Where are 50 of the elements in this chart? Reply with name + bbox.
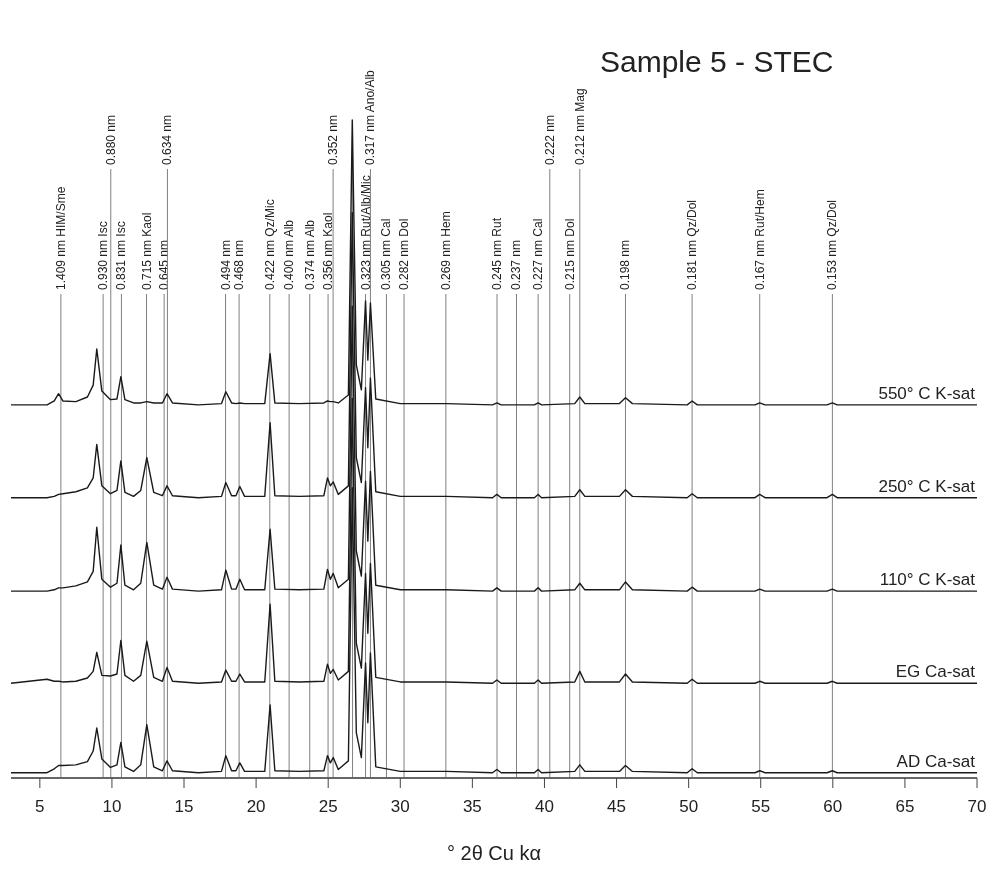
ref-line-label: 0.317 nm Ano/Alb xyxy=(363,69,378,165)
x-tick-label: 70 xyxy=(967,797,987,816)
x-tick-label: 65 xyxy=(895,797,915,816)
ref-line-label: 0.468 nm xyxy=(232,239,247,290)
ref-line-label: 0.153 nm Qz/Dol xyxy=(825,199,840,290)
ref-line-label: 0.282 nm Dol xyxy=(397,218,412,290)
ref-line-label: 0.880 nm xyxy=(103,114,118,165)
ref-line-label: 0.305 nm Cal xyxy=(379,218,394,290)
x-tick-label: 5 xyxy=(35,797,45,816)
ref-line-label: 0.222 nm xyxy=(542,114,557,165)
ref-line-label: 0.374 nm Alb xyxy=(302,219,317,290)
series-label: 550° C K-sat xyxy=(878,383,976,403)
ref-line-label: 0.352 nm xyxy=(326,114,341,165)
ref-line-label: 0.227 nm Cal xyxy=(531,218,546,290)
ref-line-label: 0.645 nm xyxy=(157,239,172,290)
ref-line-label: 0.245 nm Rut xyxy=(490,217,505,290)
x-tick-label: 35 xyxy=(462,797,482,816)
ref-line-label: 0.212 nm Mag xyxy=(572,88,587,165)
ref-line-label: 0.356 nm Kaol xyxy=(321,212,336,290)
ref-line-label: 0.167 nm Rut/Hem xyxy=(752,189,767,290)
series-label: 250° C K-sat xyxy=(878,476,976,496)
ref-line-label: 0.831 nm Isc xyxy=(114,221,129,290)
x-tick-label: 45 xyxy=(607,797,627,816)
chart-title: Sample 5 - STEC xyxy=(600,45,834,78)
ref-line-label: 0.181 nm Qz/Dol xyxy=(685,199,700,290)
x-tick-label: 40 xyxy=(535,797,554,816)
ref-line-label: 1.409 nm HIM/Sme xyxy=(53,186,68,290)
ref-line-label: 0.269 nm Hem xyxy=(438,211,453,290)
x-tick-label: 50 xyxy=(679,797,699,816)
x-tick-label: 60 xyxy=(823,797,843,816)
ref-line-label: 0.494 nm xyxy=(218,239,233,290)
ref-line-label: 0.400 nm Alb xyxy=(282,219,297,290)
x-tick-label: 15 xyxy=(174,797,194,816)
x-tick-label: 10 xyxy=(102,797,122,816)
x-tick-label: 55 xyxy=(751,797,771,816)
series-label: EG Ca-sat xyxy=(895,662,976,682)
x-axis-title: ° 2θ Cu kα xyxy=(446,842,542,864)
ref-line-label: 0.422 nm Qz/Mic xyxy=(262,199,277,290)
x-tick-label: 30 xyxy=(390,797,410,816)
x-tick-label: 25 xyxy=(318,797,338,816)
ref-line-label: 0.930 nm Isc xyxy=(96,221,111,290)
ref-line-label: 0.198 nm xyxy=(618,239,633,290)
series-label: AD Ca-sat xyxy=(896,751,976,771)
ref-line-label: 0.715 nm Kaol xyxy=(139,212,154,290)
series-label: 110° C K-sat xyxy=(879,570,976,590)
ref-line-label: 0.323 nm Rut/Alb/Mic xyxy=(358,175,373,290)
ref-line-label: 0.215 nm Dol xyxy=(562,218,577,290)
ref-line-label: 0.237 nm xyxy=(509,239,524,290)
x-tick-label: 20 xyxy=(246,797,266,816)
ref-line-label: 0.634 nm xyxy=(160,114,175,165)
